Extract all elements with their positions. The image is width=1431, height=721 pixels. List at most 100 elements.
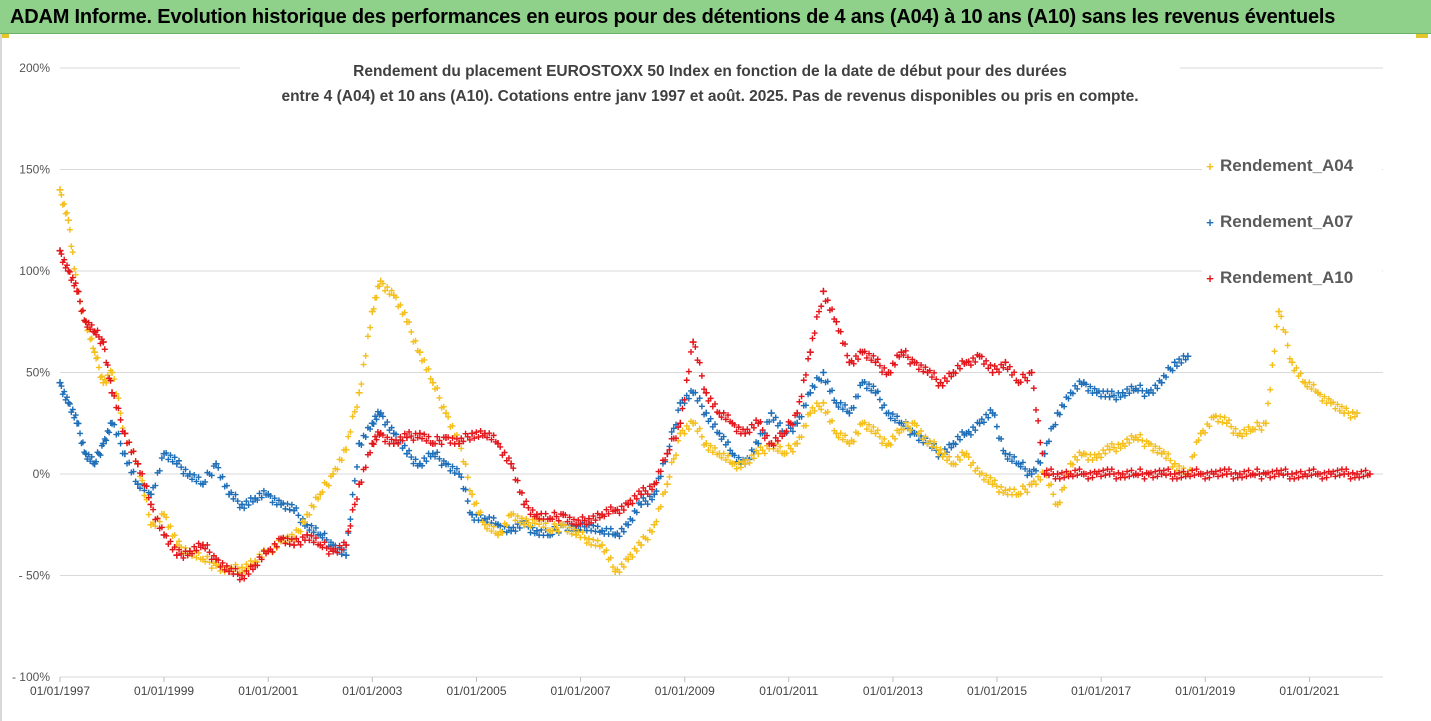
data-point-interp bbox=[592, 542, 599, 549]
data-point-interp bbox=[269, 499, 276, 506]
data-point-interp bbox=[1022, 486, 1029, 493]
data-point-interp bbox=[425, 365, 432, 372]
data-point-interp bbox=[1017, 490, 1024, 497]
data-point-interp bbox=[449, 463, 456, 470]
data-point bbox=[1158, 379, 1166, 387]
data-point-interp bbox=[1017, 463, 1024, 470]
data-point-interp bbox=[338, 546, 345, 553]
data-point-interp bbox=[983, 472, 990, 479]
data-point-interp bbox=[1045, 438, 1052, 445]
data-point bbox=[1171, 460, 1179, 468]
data-point-interp bbox=[1206, 423, 1213, 430]
data-point-interp bbox=[280, 500, 287, 507]
data-point bbox=[624, 521, 632, 529]
data-point-interp bbox=[171, 544, 178, 551]
data-point bbox=[624, 555, 632, 563]
data-point-interp bbox=[998, 435, 1005, 442]
data-point-interp bbox=[171, 532, 178, 539]
data-point-interp bbox=[748, 452, 755, 459]
data-point-interp bbox=[640, 484, 647, 491]
data-point-interp bbox=[1204, 469, 1211, 476]
data-point-interp bbox=[1108, 388, 1115, 395]
data-point-interp bbox=[152, 523, 159, 530]
data-point-interp bbox=[1011, 369, 1018, 376]
data-point-interp bbox=[372, 433, 379, 440]
data-point-interp bbox=[1156, 445, 1163, 452]
data-point-interp bbox=[486, 521, 493, 528]
data-point-interp bbox=[785, 442, 792, 449]
data-point-interp bbox=[421, 356, 428, 363]
data-point-interp bbox=[894, 413, 901, 420]
data-point-interp bbox=[484, 434, 491, 441]
data-point-interp bbox=[725, 439, 732, 446]
data-point bbox=[1275, 308, 1283, 316]
data-point-interp bbox=[579, 529, 586, 536]
data-point-interp bbox=[733, 428, 740, 435]
data-point-interp bbox=[347, 516, 354, 523]
data-point-interp bbox=[432, 453, 439, 460]
data-point-interp bbox=[447, 440, 454, 447]
data-point-interp bbox=[373, 416, 380, 423]
data-point-interp bbox=[171, 454, 178, 461]
data-point-interp bbox=[58, 383, 65, 390]
data-point-interp bbox=[1271, 348, 1278, 355]
data-point bbox=[1054, 470, 1062, 478]
data-point-interp bbox=[1349, 408, 1356, 415]
data-point-interp bbox=[158, 455, 165, 462]
data-point-interp bbox=[870, 423, 877, 430]
data-point-interp bbox=[668, 459, 675, 466]
data-point-interp bbox=[364, 333, 371, 340]
data-point-interp bbox=[874, 356, 881, 363]
data-point-interp bbox=[855, 393, 862, 400]
data-point bbox=[1366, 470, 1374, 478]
data-point-interp bbox=[1035, 417, 1042, 424]
data-point-interp bbox=[1332, 405, 1339, 412]
data-point-interp bbox=[789, 421, 796, 428]
data-point-interp bbox=[410, 437, 417, 444]
data-point-interp bbox=[818, 377, 825, 384]
data-point-interp bbox=[918, 362, 925, 369]
data-point bbox=[377, 409, 385, 417]
data-point-interp bbox=[978, 353, 985, 360]
data-point-interp bbox=[683, 392, 690, 399]
data-point-interp bbox=[94, 327, 101, 334]
data-point-interp bbox=[555, 517, 562, 524]
data-point bbox=[416, 429, 424, 437]
data-point-interp bbox=[1124, 386, 1131, 393]
data-point bbox=[303, 531, 311, 539]
data-point-interp bbox=[805, 355, 812, 362]
data-point bbox=[1353, 470, 1361, 478]
data-point-interp bbox=[223, 482, 230, 489]
data-point bbox=[872, 358, 880, 366]
data-point-interp bbox=[816, 403, 823, 410]
data-point-interp bbox=[1356, 474, 1363, 481]
data-point bbox=[455, 470, 463, 478]
data-point-interp bbox=[334, 549, 341, 556]
data-point-interp bbox=[189, 550, 196, 557]
data-point-interp bbox=[90, 345, 97, 352]
data-point-interp bbox=[353, 496, 360, 503]
data-point-interp bbox=[1154, 473, 1161, 480]
y-tick-label: 0% bbox=[33, 467, 51, 481]
data-point-interp bbox=[107, 377, 114, 384]
data-point-interp bbox=[536, 521, 543, 528]
data-point bbox=[507, 460, 515, 468]
data-point-interp bbox=[1160, 448, 1167, 455]
data-point-interp bbox=[1219, 472, 1226, 479]
data-point-interp bbox=[95, 364, 102, 371]
data-point-interp bbox=[1269, 468, 1276, 475]
data-point bbox=[1001, 358, 1009, 366]
data-point-interp bbox=[720, 450, 727, 457]
data-point bbox=[1119, 470, 1127, 478]
data-point-interp bbox=[787, 445, 794, 452]
data-point bbox=[937, 379, 945, 387]
data-point bbox=[1262, 419, 1270, 427]
series-Rendement_A04 bbox=[56, 186, 1361, 576]
data-point-interp bbox=[609, 564, 616, 571]
data-point-interp bbox=[679, 427, 686, 434]
data-point-interp bbox=[1304, 473, 1311, 480]
data-point-interp bbox=[230, 495, 237, 502]
data-point bbox=[108, 369, 116, 376]
data-point-interp bbox=[202, 478, 209, 485]
data-point-interp bbox=[282, 540, 289, 547]
